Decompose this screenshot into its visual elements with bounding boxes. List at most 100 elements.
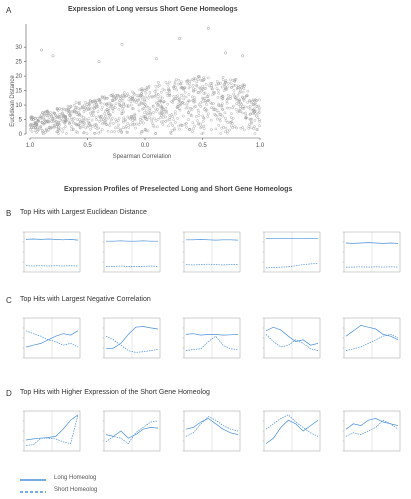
scatter-point bbox=[105, 104, 109, 107]
scatter-point bbox=[243, 128, 246, 132]
scatter-point bbox=[63, 114, 67, 118]
scatter-point bbox=[29, 115, 33, 119]
scatter-point bbox=[66, 117, 70, 121]
scatter-point bbox=[210, 102, 214, 105]
scatter-point bbox=[255, 104, 259, 108]
scatter-point bbox=[170, 113, 174, 116]
short-homeolog-line bbox=[185, 416, 239, 437]
scatter-point bbox=[248, 107, 252, 111]
scatter-point bbox=[147, 116, 151, 119]
legend: Long Homeolog Short Homeolog bbox=[18, 475, 138, 497]
scatter-point bbox=[239, 90, 243, 94]
profile-plot-svg bbox=[342, 410, 401, 452]
scatter-point bbox=[180, 102, 183, 105]
short-homeolog-line bbox=[345, 334, 399, 351]
scatter-point bbox=[168, 114, 171, 117]
scatter-point bbox=[92, 107, 96, 110]
scatter-point bbox=[258, 111, 261, 114]
scatter-point bbox=[91, 99, 94, 103]
scatter-point bbox=[35, 122, 39, 126]
scatter-point bbox=[30, 117, 33, 121]
profile-plot-svg bbox=[342, 317, 401, 359]
scatter-point bbox=[35, 131, 38, 135]
long-homeolog-line bbox=[25, 414, 79, 441]
scatter-point bbox=[120, 130, 124, 134]
scatter-point bbox=[156, 93, 160, 96]
scatter-point bbox=[57, 116, 61, 119]
scatter-point bbox=[54, 116, 58, 119]
scatter-point bbox=[206, 112, 210, 116]
profile-plot-svg bbox=[182, 231, 241, 273]
scatter-point bbox=[172, 87, 176, 91]
scatter-point bbox=[49, 125, 53, 129]
scatter-point bbox=[241, 54, 245, 58]
profile-plot bbox=[336, 312, 404, 364]
scatter-point bbox=[87, 108, 90, 111]
scatter-point bbox=[203, 86, 206, 90]
scatter-point bbox=[168, 93, 172, 97]
scatter-point bbox=[154, 88, 158, 92]
profile-plot bbox=[176, 226, 244, 278]
scatter-point bbox=[168, 80, 171, 84]
scatter-point bbox=[223, 111, 227, 115]
scatter-point bbox=[117, 101, 121, 104]
scatter-point bbox=[58, 123, 61, 127]
scatter-point bbox=[64, 116, 67, 119]
scatter-point bbox=[74, 107, 77, 111]
scatter-point bbox=[106, 96, 109, 100]
scatter-point bbox=[186, 106, 190, 110]
scatter-point bbox=[93, 132, 97, 135]
scatter-point bbox=[46, 109, 50, 113]
scatter-point bbox=[81, 125, 85, 129]
scatter-point bbox=[156, 118, 160, 121]
scatter-point bbox=[244, 113, 248, 117]
long-homeolog-line bbox=[265, 419, 319, 444]
scatter-point bbox=[88, 99, 92, 102]
scatter-point bbox=[250, 121, 254, 125]
scatter-point bbox=[231, 106, 234, 110]
scatter-point bbox=[231, 117, 235, 120]
long-homeolog-line bbox=[265, 326, 319, 346]
scatter-point bbox=[92, 104, 96, 107]
scatter-point bbox=[215, 114, 219, 118]
scatter-point bbox=[201, 120, 205, 123]
scatter-point bbox=[212, 108, 216, 111]
scatter-point bbox=[89, 99, 92, 103]
scatter-point bbox=[114, 102, 118, 106]
scatter-point bbox=[116, 119, 120, 122]
scatter-point bbox=[117, 94, 121, 98]
scatter-point bbox=[178, 97, 182, 100]
y-tick-label: 5 bbox=[19, 118, 23, 124]
profile-plot bbox=[96, 405, 164, 457]
scatter-point bbox=[237, 91, 241, 94]
scatter-point bbox=[158, 111, 161, 115]
scatter-point bbox=[219, 81, 222, 85]
scatter-point bbox=[47, 120, 50, 124]
y-tick-label: 25 bbox=[15, 60, 22, 66]
scatter-point bbox=[165, 111, 168, 115]
scatter-point bbox=[190, 95, 194, 99]
scatter-point bbox=[114, 118, 118, 121]
scatter-point bbox=[241, 90, 245, 94]
scatter-point bbox=[233, 125, 237, 128]
scatter-point bbox=[100, 118, 103, 122]
scatter-point bbox=[150, 119, 153, 123]
scatter-point bbox=[226, 131, 229, 135]
scatter-point bbox=[235, 126, 238, 130]
scatter-point bbox=[162, 100, 165, 104]
scatter-point bbox=[109, 93, 113, 97]
scatter-point bbox=[100, 108, 104, 111]
scatter-point bbox=[88, 121, 91, 125]
scatter-point bbox=[226, 121, 230, 124]
scatter-point bbox=[37, 128, 40, 132]
scatter-point bbox=[243, 96, 247, 100]
scatter-point bbox=[198, 75, 201, 79]
scatter-point bbox=[220, 104, 224, 107]
scatter-point bbox=[179, 82, 183, 85]
scatter-point bbox=[75, 110, 79, 114]
scatter-point bbox=[153, 90, 157, 93]
scatter-point bbox=[127, 116, 131, 120]
scatter-point bbox=[84, 101, 87, 104]
scatter-point bbox=[180, 124, 184, 127]
panel-d-letter: D bbox=[6, 389, 12, 398]
